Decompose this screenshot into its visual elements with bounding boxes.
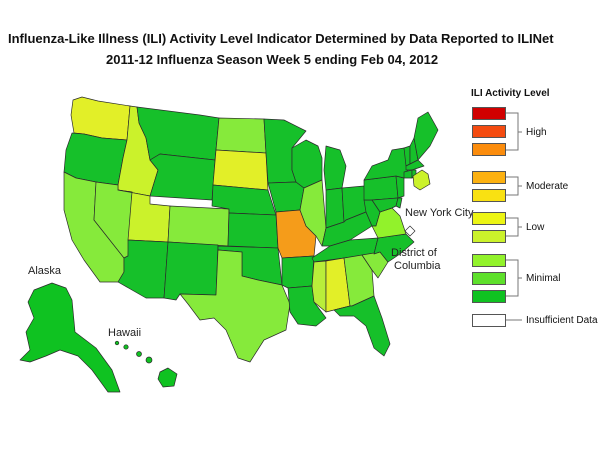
- state-wisconsin: [291, 139, 323, 189]
- legend-label-low: Low: [526, 222, 545, 233]
- swatch-level-6: [472, 189, 506, 202]
- swatch-level-1: [472, 290, 506, 303]
- swatch-level-5: [472, 212, 506, 225]
- swatch-level-4: [472, 230, 506, 243]
- state-hawaii: [157, 367, 178, 388]
- label-hawaii: Hawaii: [108, 327, 141, 339]
- inset-new-york-city: [412, 169, 431, 191]
- label-alaska: Alaska: [28, 265, 62, 277]
- state-south-dakota: [212, 149, 269, 191]
- state-alaska: [19, 282, 121, 393]
- bracket-moderate: [506, 176, 522, 196]
- state-texas: [179, 249, 291, 363]
- label-dc-line1: District of: [391, 247, 438, 259]
- state-massachusetts: [405, 159, 425, 171]
- state-new-mexico: [163, 241, 219, 301]
- hawaii-island-5: [114, 340, 120, 346]
- bracket-minimal: [506, 259, 522, 297]
- bracket-high: [506, 112, 522, 151]
- state-illinois: [299, 179, 327, 247]
- hawaii-island-3: [136, 351, 142, 357]
- state-montana: [136, 106, 220, 161]
- state-virginia: [371, 207, 407, 239]
- title-line-2: 2011-12 Influenza Season Week 5 ending F…: [106, 52, 439, 67]
- swatch-level-9: [472, 125, 506, 138]
- state-maryland: [371, 197, 399, 213]
- swatch-level-2: [472, 272, 506, 285]
- legend-label-high: High: [526, 127, 547, 138]
- legend-title: ILI Activity Level: [471, 88, 550, 99]
- legend-label-minimal: Minimal: [526, 273, 561, 284]
- state-colorado: [167, 205, 230, 247]
- state-indiana: [325, 187, 345, 229]
- bracket-low: [506, 217, 522, 237]
- inset-district-of-columbia: [404, 225, 416, 237]
- swatch-level-3: [472, 254, 506, 267]
- state-new-york: [363, 147, 409, 181]
- legend-label-moderate: Moderate: [526, 181, 569, 192]
- state-kansas: [227, 212, 279, 249]
- state-maine: [413, 111, 439, 161]
- hawaii-island-2: [145, 356, 153, 364]
- swatch-level-7: [472, 171, 506, 184]
- ili-legend: ILI Activity Level High Moderate Low Min…: [462, 82, 598, 342]
- label-dc-line2: Columbia: [394, 260, 441, 272]
- swatch-level-8: [472, 143, 506, 156]
- state-florida: [333, 295, 391, 357]
- legend-brackets: [506, 112, 522, 321]
- legend-label-insufficient: Insufficient Data: [526, 315, 598, 326]
- state-north-dakota: [215, 117, 267, 154]
- label-new-york-city: New York City: [405, 207, 474, 219]
- swatch-insufficient-data: [472, 314, 506, 327]
- state-michigan: [323, 145, 347, 191]
- hawaii-island-4: [123, 344, 129, 350]
- state-delaware: [395, 197, 403, 209]
- state-arkansas: [281, 255, 315, 289]
- title-line-1: Influenza-Like Illness (ILI) Activity Le…: [8, 31, 554, 46]
- state-wyoming: [149, 153, 216, 201]
- swatch-level-10: [472, 107, 506, 120]
- state-mississippi: [311, 260, 327, 313]
